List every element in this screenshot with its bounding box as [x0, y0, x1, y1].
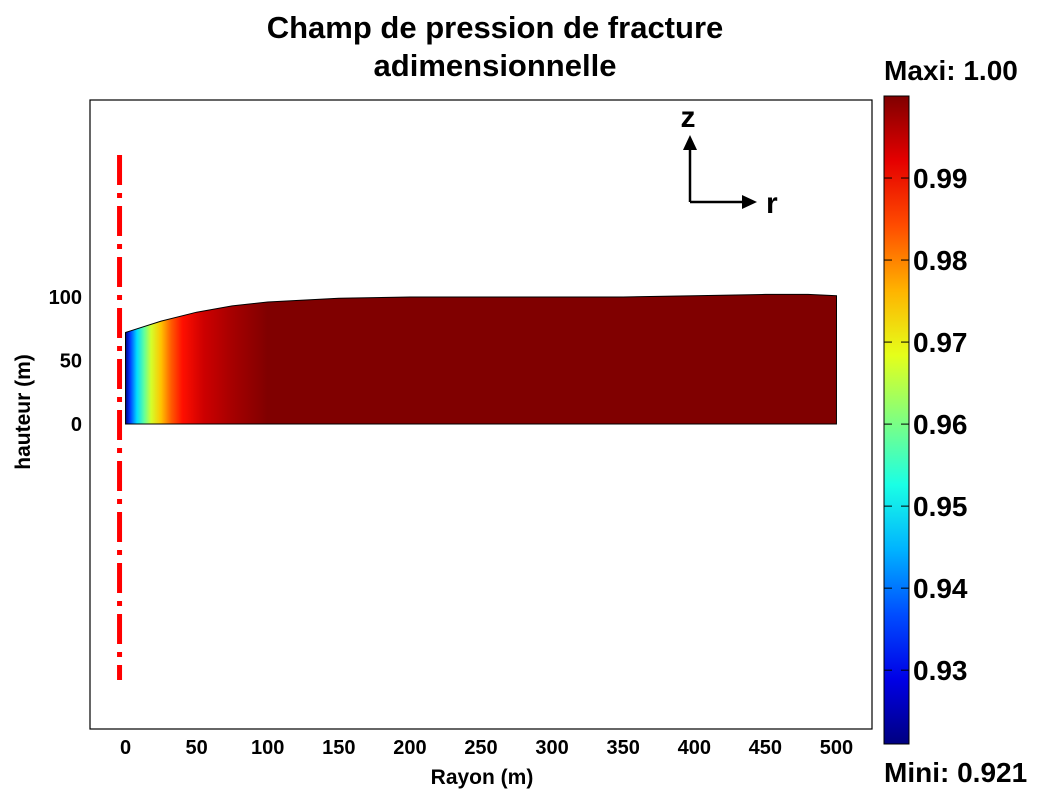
- y-tick-label: 100: [49, 287, 82, 309]
- x-tick-label: 250: [464, 737, 497, 759]
- x-tick-label: 150: [322, 737, 355, 759]
- x-tick-label: 50: [186, 737, 208, 759]
- colorbar-max-label: Maxi: 1.00: [884, 55, 1018, 86]
- colorbar-tick-label: 0.96: [913, 409, 968, 440]
- x-tick-label: 0: [120, 737, 131, 759]
- x-tick-label: 100: [251, 737, 284, 759]
- orientation-indicator: z r: [681, 101, 779, 220]
- colorbar-tick-label: 0.97: [913, 327, 968, 358]
- colorbar-tick-label: 0.94: [913, 573, 968, 604]
- z-direction-label: z: [681, 101, 696, 134]
- r-direction-label: r: [766, 187, 778, 220]
- y-axis-label: hauteur (m): [12, 354, 35, 470]
- x-tick-label: 400: [678, 737, 711, 759]
- x-axis-label: Rayon (m): [431, 766, 534, 789]
- x-tick-label: 200: [393, 737, 426, 759]
- fracture-pressure-field: [124, 293, 838, 425]
- y-tick-label: 0: [71, 414, 82, 436]
- chart-title-line2: adimensionnelle: [373, 48, 617, 83]
- colorbar-tick-label: 0.98: [913, 245, 968, 276]
- x-tick-label: 500: [820, 737, 853, 759]
- chart-title-line1: Champ de pression de fracture: [266, 10, 724, 45]
- x-tick-label: 350: [606, 737, 639, 759]
- colorbar: [883, 95, 910, 745]
- y-tick-label: 50: [60, 350, 82, 372]
- colorbar-tick-label: 0.93: [913, 655, 968, 686]
- colorbar-min-label: Mini: 0.921: [884, 757, 1028, 788]
- colorbar-tick-label: 0.95: [913, 491, 968, 522]
- x-tick-label: 300: [535, 737, 568, 759]
- r-arrow-head: [742, 195, 757, 209]
- z-arrow-head: [683, 135, 697, 150]
- colorbar-tick-label: 0.99: [913, 163, 968, 194]
- x-tick-label: 450: [749, 737, 782, 759]
